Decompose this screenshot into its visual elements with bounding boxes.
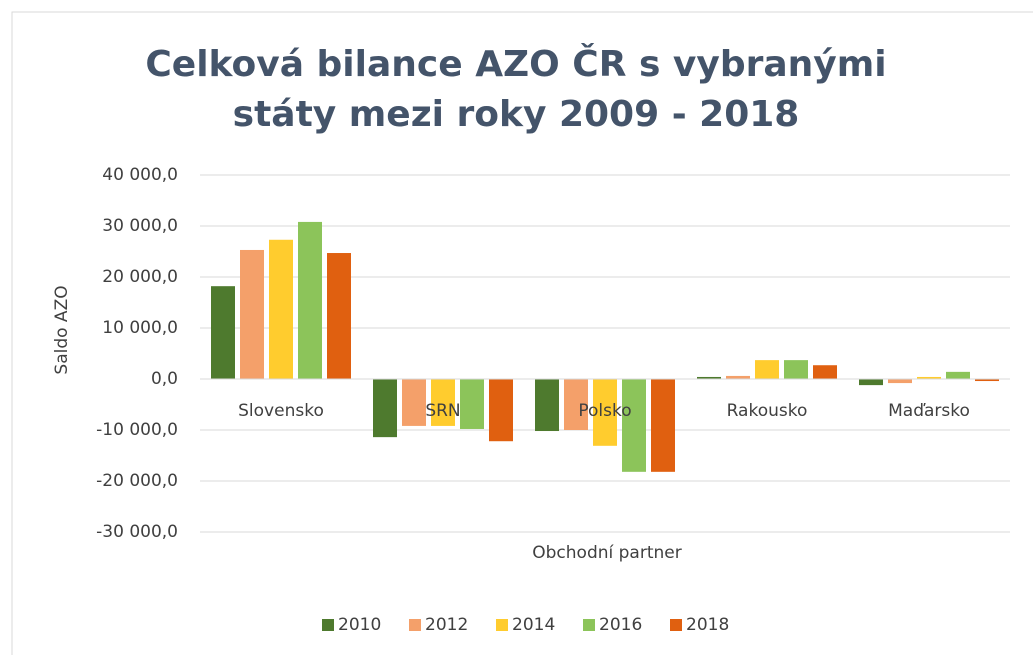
bar bbox=[535, 379, 559, 432]
x-tick-label: Polsko bbox=[578, 401, 631, 421]
legend-label: 2010 bbox=[338, 615, 381, 635]
bar bbox=[431, 379, 455, 426]
y-tick-label: 30 000,0 bbox=[102, 216, 178, 236]
bar bbox=[298, 221, 322, 379]
legend-swatch bbox=[670, 619, 682, 631]
chart-frame bbox=[11, 11, 1033, 655]
legend-swatch bbox=[409, 619, 421, 631]
y-tick-label: -10 000,0 bbox=[96, 420, 178, 440]
y-axis-label: Saldo AZO bbox=[52, 285, 72, 374]
legend-label: 2012 bbox=[425, 615, 468, 635]
bar bbox=[489, 379, 513, 442]
y-tick-label: -20 000,0 bbox=[96, 471, 178, 491]
legend-swatch bbox=[583, 619, 595, 631]
chart-title: Celková bilance AZO ČR s vybranými státy… bbox=[145, 44, 887, 135]
y-tick-label: -30 000,0 bbox=[96, 522, 178, 542]
y-tick-label: 40 000,0 bbox=[102, 165, 178, 185]
y-tick-label: 20 000,0 bbox=[102, 267, 178, 287]
x-tick-label: Rakousko bbox=[727, 401, 808, 421]
bar bbox=[946, 371, 970, 379]
legend-swatch bbox=[322, 619, 334, 631]
bar bbox=[593, 379, 617, 446]
bar bbox=[697, 376, 721, 379]
legend-swatch bbox=[496, 619, 508, 631]
bar bbox=[975, 379, 999, 382]
bar bbox=[784, 360, 808, 379]
bar bbox=[813, 365, 837, 379]
bar bbox=[402, 379, 426, 426]
bar bbox=[755, 360, 779, 379]
bar bbox=[564, 379, 588, 430]
x-tick-label: Slovensko bbox=[238, 401, 324, 421]
bar bbox=[373, 379, 397, 438]
bar bbox=[211, 286, 235, 379]
y-tick-label: 0,0 bbox=[151, 369, 178, 389]
bar bbox=[859, 379, 883, 386]
bar bbox=[917, 376, 941, 379]
legend-label: 2016 bbox=[599, 615, 642, 635]
bar bbox=[651, 379, 675, 472]
y-tick-label: 10 000,0 bbox=[102, 318, 178, 338]
bar bbox=[460, 379, 484, 429]
legend-label: 2018 bbox=[686, 615, 729, 635]
x-tick-label: Maďarsko bbox=[888, 401, 970, 421]
bar bbox=[240, 249, 264, 379]
x-tick-label: SRN bbox=[425, 401, 460, 421]
bar bbox=[726, 375, 750, 379]
bar bbox=[622, 379, 646, 472]
bar bbox=[327, 253, 351, 379]
bar bbox=[269, 239, 293, 379]
legend-label: 2014 bbox=[512, 615, 555, 635]
x-axis-label: Obchodní partner bbox=[532, 543, 681, 563]
bar bbox=[888, 379, 912, 384]
